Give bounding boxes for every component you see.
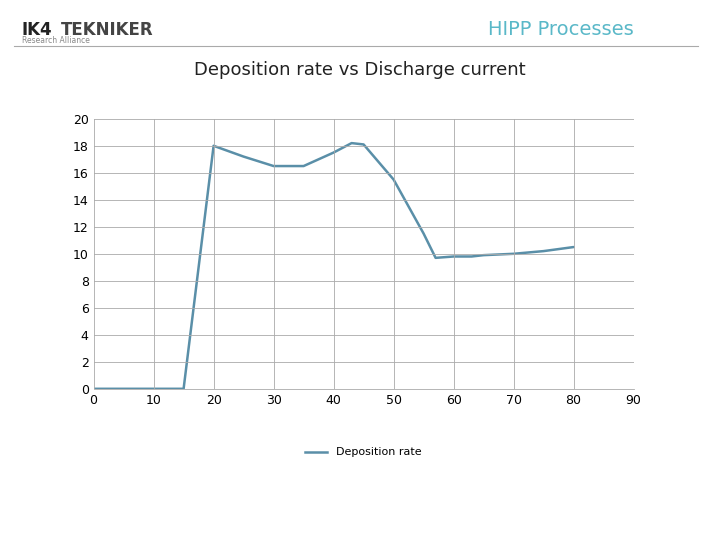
- Text: TEKNIKER: TEKNIKER: [61, 21, 154, 39]
- Text: HIPP Processes: HIPP Processes: [488, 20, 634, 39]
- Legend: Deposition rate: Deposition rate: [301, 443, 426, 462]
- Text: Deposition rate vs Discharge current: Deposition rate vs Discharge current: [194, 61, 526, 79]
- Text: Research Alliance: Research Alliance: [22, 36, 89, 45]
- Text: IK4: IK4: [22, 21, 53, 39]
